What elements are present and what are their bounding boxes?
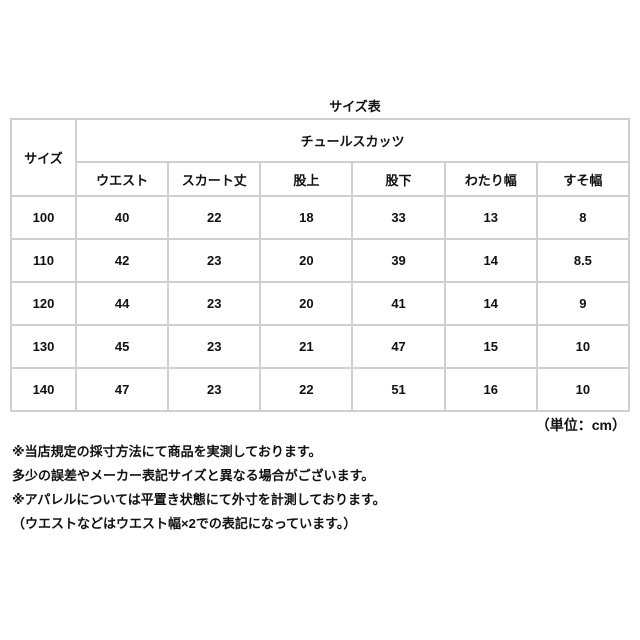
table-row: 120 44 23 20 41 14 9: [10, 281, 631, 326]
size-cell: 110: [10, 238, 77, 283]
measurement-cell: 45: [74, 324, 170, 369]
measurement-cell: 20: [259, 238, 354, 283]
measurement-cell: 14: [443, 281, 538, 326]
measurement-cell: 15: [443, 324, 538, 369]
table-row: 110 42 23 20 39 14 8.5: [10, 238, 631, 283]
measurement-cell: 18: [259, 195, 354, 240]
size-cell: 130: [10, 324, 77, 369]
measurement-cell: 20: [259, 281, 354, 326]
measurement-cell: 21: [259, 324, 354, 369]
measurement-cell: 23: [167, 281, 262, 326]
table-row: 130 45 23 21 47 15 10: [10, 324, 631, 369]
measurement-cell: 39: [351, 238, 446, 283]
measurement-cell: 44: [74, 281, 170, 326]
measurement-cell: 23: [167, 324, 262, 369]
measurement-cell: 33: [351, 195, 446, 240]
column-header: 股上: [259, 161, 354, 197]
measurement-cell: 47: [74, 367, 170, 412]
size-header: サイズ: [10, 118, 77, 197]
measurement-cell: 8: [535, 195, 631, 240]
measurement-cell: 22: [167, 195, 262, 240]
column-header: 股下: [351, 161, 446, 197]
note-line: （ウエストなどはウエスト幅×2での表記になっています。）: [12, 516, 357, 531]
size-cell: 120: [10, 281, 77, 326]
note-line: ※アパレルについては平置き状態にて外寸を計測しております。: [12, 492, 386, 507]
size-cell: 140: [10, 367, 77, 412]
note-line: ※当店規定の採寸方法にて商品を実測しております。: [12, 444, 322, 459]
measurement-cell: 23: [167, 238, 262, 283]
column-header: ウエスト: [74, 161, 170, 197]
measurement-cell: 8.5: [535, 238, 631, 283]
measurement-cell: 16: [443, 367, 538, 412]
measurement-cell: 9: [535, 281, 631, 326]
measurement-cell: 42: [74, 238, 170, 283]
column-header: わたり幅: [443, 161, 538, 197]
column-header: すそ幅: [535, 161, 631, 197]
size-table: サイズ チュールスカッツ ウエスト スカート丈 股上 股下 わたり幅 すそ幅 100 40 2…: [10, 118, 631, 412]
measurement-cell: 47: [351, 324, 446, 369]
measurement-cell: 40: [74, 195, 170, 240]
unit-label: （単位：cm）: [535, 417, 626, 433]
size-cell: 100: [10, 195, 77, 240]
measurement-cell: 14: [443, 238, 538, 283]
column-header: スカート丈: [167, 161, 262, 197]
measurement-cell: 10: [535, 324, 631, 369]
measurement-cell: 23: [167, 367, 262, 412]
page-title: サイズ表: [329, 99, 381, 114]
measurement-cell: 13: [443, 195, 538, 240]
notes: ※当店規定の採寸方法にて商品を実測しております。 多少の誤差やメーカー表記サイズ…: [12, 440, 386, 536]
note-line: 多少の誤差やメーカー表記サイズと異なる場合がございます。: [12, 468, 375, 483]
product-name-header: チュールスカッツ: [75, 118, 630, 163]
table-row: 100 40 22 18 33 13 8: [10, 195, 631, 240]
measurement-cell: 22: [259, 367, 354, 412]
measurement-cell: 10: [535, 367, 631, 412]
measurement-cell: 51: [351, 367, 446, 412]
measurement-cell: 41: [351, 281, 446, 326]
table-row: 140 47 23 22 51 16 10: [10, 367, 631, 412]
